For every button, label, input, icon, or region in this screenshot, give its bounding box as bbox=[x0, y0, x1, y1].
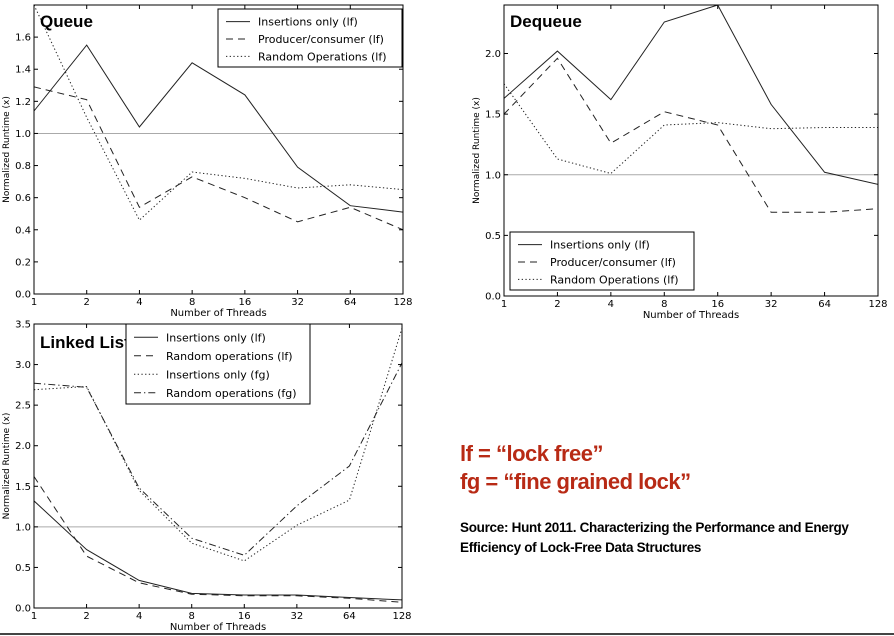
y-tick-label: 1.0 bbox=[15, 522, 31, 533]
x-tick-label: 32 bbox=[765, 299, 778, 310]
definitions-panel: lf = “lock free” fg = “fine grained lock… bbox=[460, 440, 890, 558]
y-tick-label: 1.2 bbox=[15, 97, 31, 108]
x-tick-label: 16 bbox=[238, 297, 251, 308]
legend-label: Producer/consumer (lf) bbox=[258, 33, 384, 46]
queue-chart: 0.0 0.2 0.4 0.6 0.8 1.0 1.2 1.4 1.6 1 2 4 8 16 32 64 128… bbox=[2, 4, 413, 319]
series-line-4 bbox=[34, 362, 402, 556]
x-tick-label: 2 bbox=[83, 611, 89, 622]
series-line-2 bbox=[34, 86, 403, 231]
y-tick-label: 0.8 bbox=[15, 161, 31, 172]
dequeue-chart: 0.0 0.5 1.0 1.5 2.0 1 2 4 8 16 32 64 128 Number of Th… bbox=[472, 4, 888, 321]
y-tick-label: 1.6 bbox=[15, 33, 31, 44]
x-tick-label: 2 bbox=[554, 299, 560, 310]
series-line-3 bbox=[504, 83, 878, 175]
series-line-1 bbox=[34, 500, 402, 601]
y-tick-label: 1.5 bbox=[485, 110, 501, 121]
series-group bbox=[504, 5, 878, 213]
x-tick-label: 1 bbox=[501, 299, 507, 310]
y-axis-label: Normalized Runtime (x) bbox=[472, 97, 482, 204]
x-tick-label: 64 bbox=[344, 297, 357, 308]
x-tick-label: 4 bbox=[136, 611, 142, 622]
y-axis-label: Normalized Runtime (x) bbox=[2, 413, 12, 520]
x-tick-label: 128 bbox=[392, 611, 411, 622]
y-tick-label: 0.4 bbox=[15, 225, 31, 236]
chart-title: Dequeue bbox=[510, 12, 582, 31]
chart-title: Linked List bbox=[40, 333, 130, 352]
chart-title: Queue bbox=[40, 12, 93, 31]
y-tick-label: 3.5 bbox=[15, 320, 31, 331]
x-axis-label: Number of Threads bbox=[170, 308, 266, 319]
x-tick-label: 8 bbox=[661, 299, 667, 310]
legend-box bbox=[509, 231, 695, 291]
series-line-2 bbox=[504, 57, 878, 213]
x-tick-label: 4 bbox=[136, 297, 142, 308]
series-line-3 bbox=[34, 327, 402, 562]
legend-label: Random Operations (lf) bbox=[550, 273, 679, 286]
x-tick-label: 1 bbox=[31, 611, 37, 622]
x-tick-label: 64 bbox=[343, 611, 356, 622]
series-line-3 bbox=[34, 5, 403, 221]
y-tick-label: 1.0 bbox=[485, 170, 501, 181]
x-tick-label: 64 bbox=[818, 299, 831, 310]
x-tick-label: 1 bbox=[31, 297, 37, 308]
y-tick-label: 0.0 bbox=[485, 292, 501, 303]
legend-label: Insertions only (lf) bbox=[258, 16, 358, 29]
y-tick-label: 2.0 bbox=[485, 49, 501, 60]
legend-box bbox=[217, 8, 403, 68]
y-tick-label: 2.0 bbox=[15, 441, 31, 452]
x-tick-label: 8 bbox=[189, 297, 195, 308]
y-tick-label: 1.5 bbox=[15, 482, 31, 493]
y-tick-label: 0.5 bbox=[15, 563, 31, 574]
y-tick-label: 1.0 bbox=[15, 129, 31, 140]
x-tick-label: 4 bbox=[608, 299, 614, 310]
legend-label: Insertions only (fg) bbox=[166, 368, 270, 381]
y-tick-label: 2.5 bbox=[15, 401, 31, 412]
legend-label: Insertions only (lf) bbox=[166, 331, 266, 344]
y-tick-label: 0.0 bbox=[15, 290, 31, 301]
x-tick-label: 2 bbox=[84, 297, 90, 308]
y-tick-label: 0.5 bbox=[485, 231, 501, 242]
series-group bbox=[34, 5, 403, 231]
y-axis-label: Normalized Runtime (x) bbox=[2, 96, 12, 203]
legend-label: Random operations (lf) bbox=[166, 350, 293, 363]
y-tick-label: 0.0 bbox=[15, 604, 31, 615]
bottom-divider bbox=[0, 633, 894, 635]
x-tick-label: 16 bbox=[711, 299, 724, 310]
series-line-1 bbox=[504, 5, 878, 185]
fg-definition: fg = “fine grained lock” bbox=[460, 469, 691, 494]
legend-label: Random Operations (lf) bbox=[258, 50, 387, 63]
series-group bbox=[34, 327, 402, 603]
x-axis-label: Number of Threads bbox=[170, 622, 266, 633]
x-tick-label: 128 bbox=[393, 297, 412, 308]
lf-definition: lf = “lock free” bbox=[460, 441, 604, 466]
x-tick-label: 128 bbox=[868, 299, 887, 310]
x-tick-label: 16 bbox=[238, 611, 251, 622]
linked-list-chart: 0.0 0.5 1.0 1.5 2.0 2.5 3.0 3.5 1 2 4 8 16 32 64 128 Num… bbox=[2, 320, 412, 633]
series-line-2 bbox=[34, 476, 402, 603]
legend-label: Random operations (fg) bbox=[166, 387, 297, 400]
plot-frame bbox=[503, 4, 879, 297]
source-citation: Source: Hunt 2011. Characterizing the Pe… bbox=[460, 520, 849, 555]
series-line-1 bbox=[34, 44, 403, 213]
legend-label: Producer/consumer (lf) bbox=[550, 256, 676, 269]
x-tick-label: 32 bbox=[290, 611, 303, 622]
y-tick-label: 0.6 bbox=[15, 193, 31, 204]
y-tick-label: 3.0 bbox=[15, 360, 31, 371]
x-tick-label: 32 bbox=[291, 297, 304, 308]
plot-frame bbox=[33, 4, 404, 295]
x-axis-label: Number of Threads bbox=[643, 310, 739, 321]
y-tick-label: 0.2 bbox=[15, 257, 31, 268]
y-tick-label: 1.4 bbox=[15, 65, 31, 76]
x-tick-label: 8 bbox=[189, 611, 195, 622]
legend-label: Insertions only (lf) bbox=[550, 239, 650, 252]
